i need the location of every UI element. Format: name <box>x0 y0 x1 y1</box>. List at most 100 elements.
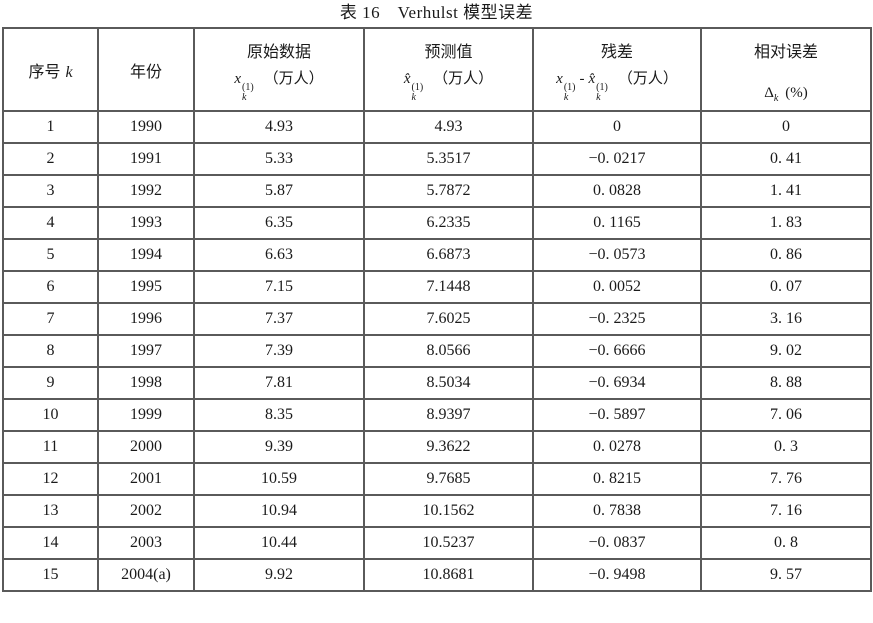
cell-original: 5.33 <box>193 142 365 176</box>
cell-original: 5.87 <box>193 174 365 208</box>
cell-predicted: 7.6025 <box>363 302 534 336</box>
cell-predicted: 10.5237 <box>363 526 534 560</box>
cell-index: 14 <box>2 526 99 560</box>
cell-index: 2 <box>2 142 99 176</box>
cell-original: 9.92 <box>193 558 365 592</box>
cell-predicted: 9.3622 <box>363 430 534 464</box>
header-predicted: 预测值 x̂ (1) k （万人） <box>363 27 534 112</box>
cell-relative-error: 3. 16 <box>700 302 872 336</box>
cell-index: 13 <box>2 494 99 528</box>
table-row: 5 1994 6.63 6.6873 −0. 0573 0. 86 <box>2 238 872 272</box>
header-row: 序号 k 年份 原始数据 x (1) k （万人） 预测值 x̂ (1) k （万人） <box>2 27 872 112</box>
header-residual: 残差 x (1) k - x̂ (1) k （万人） <box>532 27 702 112</box>
table-row: 10 1999 8.35 8.9397 −0. 5897 7. 06 <box>2 398 872 432</box>
cell-relative-error: 9. 57 <box>700 558 872 592</box>
cell-year: 1990 <box>97 110 195 144</box>
cell-year: 1997 <box>97 334 195 368</box>
cell-residual: −0. 5897 <box>532 398 702 432</box>
cell-relative-error: 7. 16 <box>700 494 872 528</box>
cell-residual: 0. 0052 <box>532 270 702 304</box>
cell-predicted: 10.1562 <box>363 494 534 528</box>
cell-index: 6 <box>2 270 99 304</box>
table-row: 14 2003 10.44 10.5237 −0. 0837 0. 8 <box>2 526 872 560</box>
cell-predicted: 4.93 <box>363 110 534 144</box>
cell-residual: −0. 0217 <box>532 142 702 176</box>
cell-relative-error: 7. 06 <box>700 398 872 432</box>
cell-original: 8.35 <box>193 398 365 432</box>
cell-residual: −0. 6934 <box>532 366 702 400</box>
cell-year: 1999 <box>97 398 195 432</box>
table-row: 7 1996 7.37 7.6025 −0. 2325 3. 16 <box>2 302 872 336</box>
cell-relative-error: 1. 83 <box>700 206 872 240</box>
cell-year: 2002 <box>97 494 195 528</box>
cell-residual: 0. 1165 <box>532 206 702 240</box>
table-row: 9 1998 7.81 8.5034 −0. 6934 8. 88 <box>2 366 872 400</box>
cell-predicted: 8.9397 <box>363 398 534 432</box>
cell-year: 2001 <box>97 462 195 496</box>
header-predicted-label: 预测值 <box>424 43 473 61</box>
cell-original: 7.81 <box>193 366 365 400</box>
header-year: 年份 <box>97 27 195 112</box>
cell-year: 1993 <box>97 206 195 240</box>
cell-year: 1995 <box>97 270 195 304</box>
table-row: 13 2002 10.94 10.1562 0. 7838 7. 16 <box>2 494 872 528</box>
cell-residual: −0. 2325 <box>532 302 702 336</box>
cell-index: 11 <box>2 430 99 464</box>
header-index: 序号 k <box>2 27 99 112</box>
cell-predicted: 9.7685 <box>363 462 534 496</box>
table-row: 8 1997 7.39 8.0566 −0. 6666 9. 02 <box>2 334 872 368</box>
header-residual-label: 残差 <box>600 43 633 61</box>
header-original-formula: x (1) k （万人） <box>234 70 324 103</box>
cell-original: 4.93 <box>193 110 365 144</box>
cell-index: 10 <box>2 398 99 432</box>
cell-index: 8 <box>2 334 99 368</box>
cell-year: 1994 <box>97 238 195 272</box>
cell-year: 1992 <box>97 174 195 208</box>
table-row: 15 2004(a) 9.92 10.8681 −0. 9498 9. 57 <box>2 558 872 592</box>
cell-relative-error: 0. 86 <box>700 238 872 272</box>
cell-year: 1998 <box>97 366 195 400</box>
header-year-label: 年份 <box>129 63 162 81</box>
table-body: 1 1990 4.93 4.93 0 0 2 1991 5.33 5.3517 … <box>2 110 872 592</box>
cell-predicted: 8.5034 <box>363 366 534 400</box>
cell-year: 2000 <box>97 430 195 464</box>
cell-original: 10.44 <box>193 526 365 560</box>
cell-relative-error: 1. 41 <box>700 174 872 208</box>
cell-relative-error: 0. 41 <box>700 142 872 176</box>
cell-residual: 0. 0828 <box>532 174 702 208</box>
cell-year: 1991 <box>97 142 195 176</box>
header-original-label: 原始数据 <box>246 43 311 61</box>
table-row: 1 1990 4.93 4.93 0 0 <box>2 110 872 144</box>
cell-original: 7.37 <box>193 302 365 336</box>
cell-year: 2004(a) <box>97 558 195 592</box>
cell-year: 1996 <box>97 302 195 336</box>
cell-predicted: 6.6873 <box>363 238 534 272</box>
cell-residual: −0. 0573 <box>532 238 702 272</box>
cell-predicted: 5.7872 <box>363 174 534 208</box>
cell-original: 9.39 <box>193 430 365 464</box>
cell-residual: 0 <box>532 110 702 144</box>
cell-index: 5 <box>2 238 99 272</box>
cell-original: 10.94 <box>193 494 365 528</box>
cell-predicted: 10.8681 <box>363 558 534 592</box>
cell-index: 7 <box>2 302 99 336</box>
cell-index: 9 <box>2 366 99 400</box>
cell-index: 4 <box>2 206 99 240</box>
cell-index: 3 <box>2 174 99 208</box>
table-title: 表 16 Verhulst 模型误差 <box>339 3 534 22</box>
header-residual-formula: x (1) k - x̂ (1) k （万人） <box>556 70 678 103</box>
header-relative-error-formula: Δk (%) <box>764 84 808 104</box>
cell-original: 10.59 <box>193 462 365 496</box>
table-row: 11 2000 9.39 9.3622 0. 0278 0. 3 <box>2 430 872 464</box>
header-relative-error-label: 相对误差 <box>753 43 818 61</box>
header-index-var: k <box>65 63 73 81</box>
cell-residual: 0. 7838 <box>532 494 702 528</box>
cell-residual: −0. 6666 <box>532 334 702 368</box>
table-row: 4 1993 6.35 6.2335 0. 1165 1. 83 <box>2 206 872 240</box>
header-original: 原始数据 x (1) k （万人） <box>193 27 365 112</box>
cell-original: 7.39 <box>193 334 365 368</box>
cell-year: 2003 <box>97 526 195 560</box>
table-row: 12 2001 10.59 9.7685 0. 8215 7. 76 <box>2 462 872 496</box>
cell-relative-error: 0. 3 <box>700 430 872 464</box>
